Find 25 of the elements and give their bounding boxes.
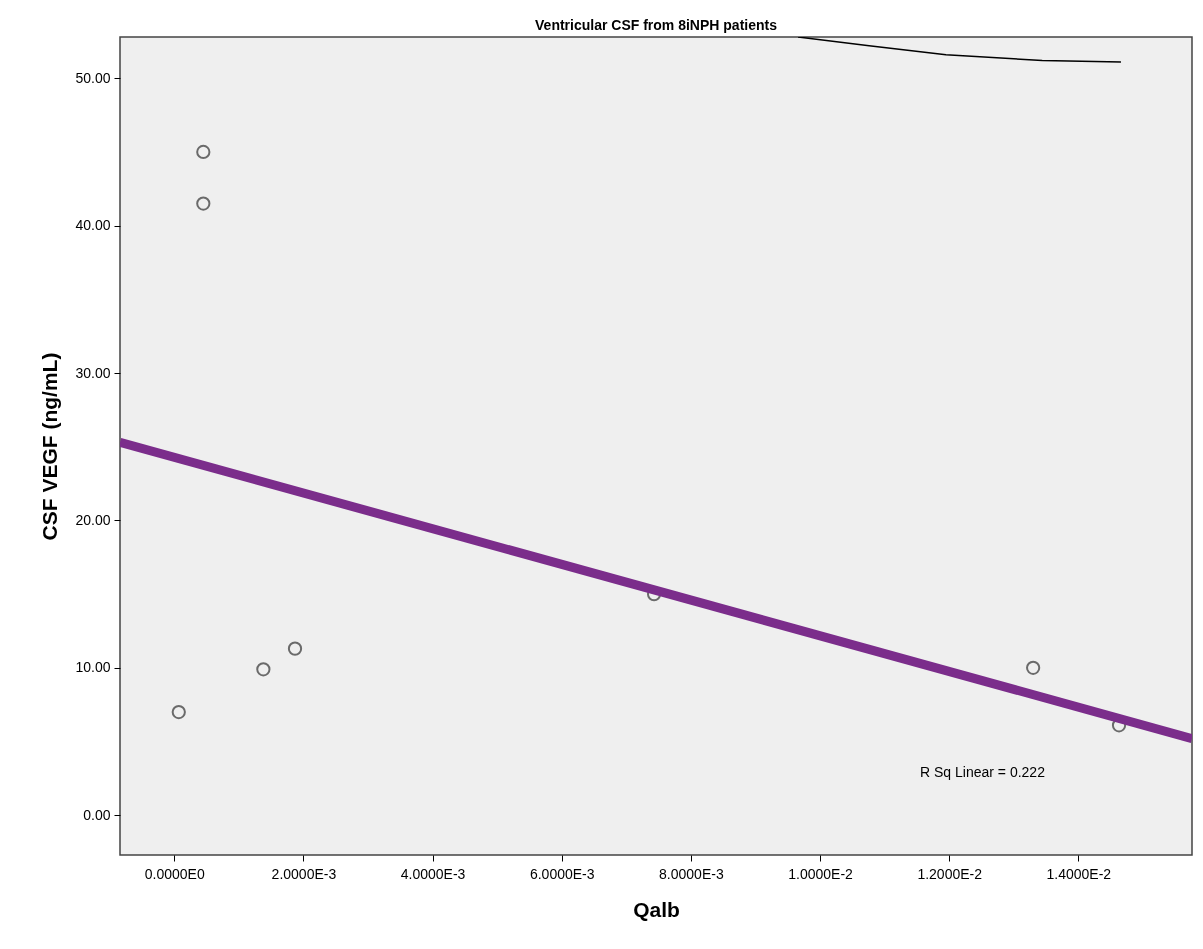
line-series: [797, 37, 1122, 63]
point: [1026, 660, 1041, 675]
y-tick-label: 0.00: [83, 806, 111, 823]
y-axis-title: CSF VEGF (ng/mL): [38, 352, 62, 541]
y-tick-label: 30.00: [75, 364, 111, 381]
y-tick-label: 50.00: [75, 69, 111, 86]
point: [171, 704, 186, 720]
y-tick-label: 20.00: [75, 511, 111, 528]
x-tick-label: 1.4000E-2: [1046, 865, 1112, 882]
x-tick-label: 6.0000E-3: [529, 865, 595, 882]
point: [196, 144, 211, 160]
x-tick-label: 1.2000E-2: [917, 865, 983, 882]
y-tick-label: 40.00: [75, 217, 111, 234]
point: [256, 662, 271, 677]
annotation: R Sq Linear = 0.222: [920, 764, 1046, 780]
x-tick-label: 8.0000E-3: [659, 865, 724, 882]
point: [196, 196, 211, 211]
chart-title: Ventricular CSF from 8iNPH patients: [535, 17, 778, 33]
x-axis-title: Qalb: [633, 897, 680, 921]
point: [287, 641, 303, 656]
y-tick-label: 10.00: [75, 659, 111, 676]
x-tick-label: 4.0000E-3: [400, 865, 466, 882]
x-tick-label: 0.0000E0: [144, 865, 205, 882]
x-tick-label: 1.0000E-2: [788, 865, 854, 882]
x-tick-label: 2.0000E-3: [271, 865, 337, 882]
